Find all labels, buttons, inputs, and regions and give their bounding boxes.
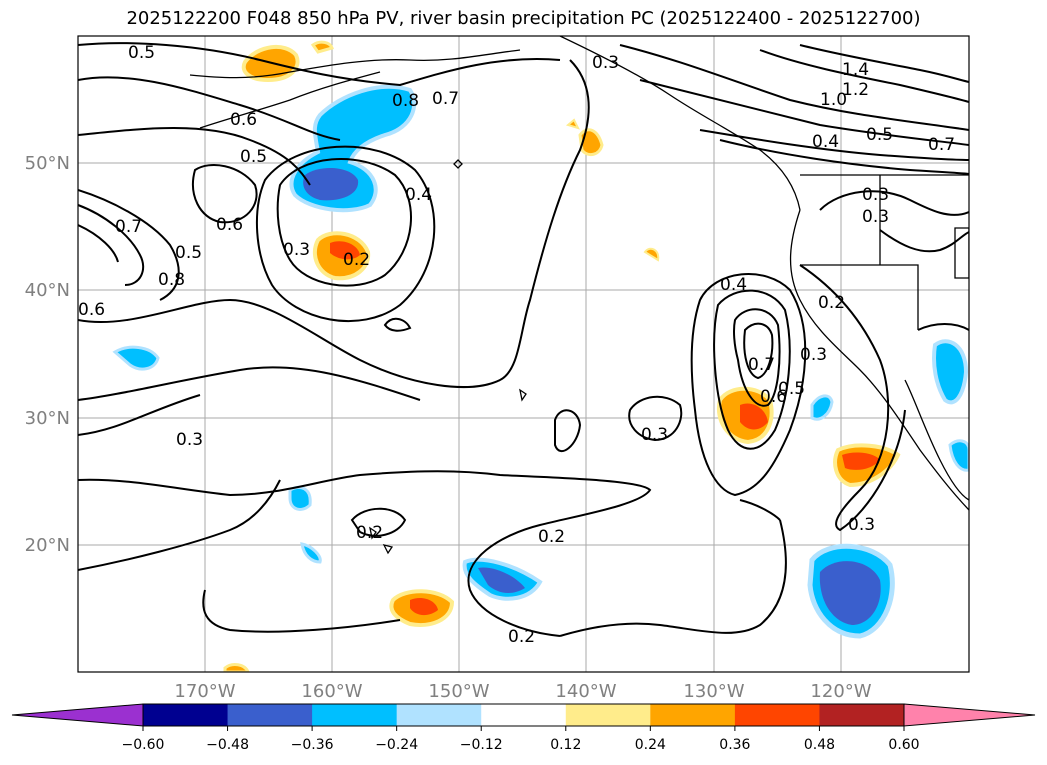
colorbar: −0.60 −0.48 −0.36 −0.24 −0.12 0.12 0.24 0.36 0.4… — [11, 703, 1036, 753]
contour-label: 0.4 — [812, 132, 839, 152]
colorbar-tick-label: −0.60 — [122, 737, 165, 753]
colorbar-segment — [734, 704, 820, 726]
precip-positive-small-mid — [643, 247, 660, 262]
lat-tick-label: 50°N — [25, 153, 70, 174]
colorbar-tick-label: −0.24 — [375, 737, 418, 753]
precip-positive-baja-core — [842, 452, 880, 470]
colorbar-segment — [143, 704, 229, 726]
contour-label: 0.4 — [405, 185, 432, 205]
lon-tick-label: 160°W — [301, 681, 362, 702]
contour-label: 0.3 — [283, 240, 310, 260]
contour-label: 0.2 — [538, 527, 565, 547]
contour-label: 0.6 — [230, 110, 257, 130]
colorbar-tick-label: 0.36 — [719, 737, 750, 753]
contour-label: 0.7 — [748, 355, 775, 375]
contour-label: 1.4 — [842, 60, 869, 80]
contour-label: 0.5 — [175, 243, 202, 263]
contour-label: 0.2 — [356, 523, 383, 543]
colorbar-extend-max — [903, 703, 1036, 727]
colorbar-segment — [396, 704, 482, 726]
contour-label: 0.3 — [592, 53, 619, 73]
colorbar-segment — [481, 704, 567, 726]
longitude-labels: 170°W 160°W 150°W 140°W 130°W 120°W — [174, 681, 871, 702]
latitude-labels: 50°N 40°N 30°N 20°N — [25, 153, 70, 556]
lon-tick-label: 150°W — [428, 681, 489, 702]
colorbar-segment — [312, 704, 398, 726]
precip-positive-ca-core — [740, 403, 768, 430]
colorbar-segment — [819, 704, 905, 726]
colorbar-tick-label: −0.48 — [206, 737, 249, 753]
lon-tick-label: 120°W — [810, 681, 871, 702]
colorbar-tick-label: 0.12 — [550, 737, 581, 753]
contour-label: 0.7 — [432, 89, 459, 109]
precip-negative-small-3 — [300, 542, 322, 564]
contour-label: 1.2 — [842, 80, 869, 100]
map-title: 2025122200 F048 850 hPa PV, river basin … — [126, 8, 921, 29]
contour-label: 0.5 — [240, 147, 267, 167]
coastlines — [189, 36, 969, 555]
contour-label: 0.3 — [848, 515, 875, 535]
contour-label: 0.3 — [862, 207, 889, 227]
contour-label: 0.8 — [158, 270, 185, 290]
lat-tick-label: 20°N — [25, 535, 70, 556]
precip-negative-small-2 — [288, 485, 312, 511]
contour-label: 0.8 — [392, 91, 419, 111]
contour-label: 0.2 — [818, 293, 845, 313]
precip-negative-socal-2 — [932, 339, 969, 405]
precip-positive-small-sq — [565, 118, 580, 130]
contour-label: 0.7 — [928, 135, 955, 155]
precip-positive-hawaii-core — [410, 598, 438, 616]
map-frame — [77, 35, 970, 673]
contour-label: 0.4 — [720, 275, 747, 295]
precip-positive-small-top — [310, 40, 334, 54]
precip-negative-small-1 — [112, 345, 160, 371]
colorbar-extend-min — [11, 703, 144, 727]
contour-label: 0.2 — [343, 250, 370, 270]
lat-tick-label: 30°N — [25, 408, 70, 429]
colorbar-tick-label: −0.12 — [460, 737, 503, 753]
lat-tick-label: 40°N — [25, 280, 70, 301]
contour-label: 0.7 — [115, 217, 142, 237]
precip-negative-socal-3 — [948, 439, 969, 472]
contour-label: 0.3 — [641, 425, 668, 445]
contour-label: 0.3 — [176, 430, 203, 450]
colorbar-tick-label: 0.24 — [635, 737, 666, 753]
contour-label: 1.0 — [820, 90, 847, 110]
lon-tick-label: 130°W — [683, 681, 744, 702]
colorbar-segment — [227, 704, 313, 726]
contour-label: 0.6 — [760, 387, 787, 407]
lon-tick-label: 140°W — [555, 681, 616, 702]
precip-negative-socal-1 — [810, 394, 834, 421]
precip-positive-bottom — [223, 663, 250, 672]
lon-tick-label: 170°W — [174, 681, 235, 702]
contour-label: 0.3 — [862, 185, 889, 205]
contour-label: 0.5 — [778, 379, 805, 399]
contour-label: 0.5 — [866, 125, 893, 145]
colorbar-tick-label: 0.48 — [804, 737, 835, 753]
contour-labels: 0.5 0.6 0.5 0.8 0.7 0.6 0.4 0.3 0.2 0.7 … — [78, 43, 955, 647]
colorbar-outline — [142, 703, 905, 727]
contour-label: 0.2 — [508, 627, 535, 647]
precip-negative-baja-core — [819, 561, 881, 625]
contour-label: 0.6 — [216, 215, 243, 235]
colorbar-tick-label: 0.60 — [888, 737, 919, 753]
precip-positive-central-core — [330, 241, 360, 260]
colorbar-segment — [565, 704, 651, 726]
colorbar-tick-label: −0.36 — [291, 737, 334, 753]
pv-contours — [78, 42, 969, 637]
contour-label: 0.6 — [78, 300, 105, 320]
colorbar-segment — [650, 704, 736, 726]
contour-label: 0.3 — [800, 345, 827, 365]
contour-label: 0.5 — [128, 43, 155, 63]
graticule — [78, 36, 969, 672]
precip-negative-hawaii-east-core — [478, 567, 525, 594]
precip-negative-gulf-core — [303, 168, 359, 201]
